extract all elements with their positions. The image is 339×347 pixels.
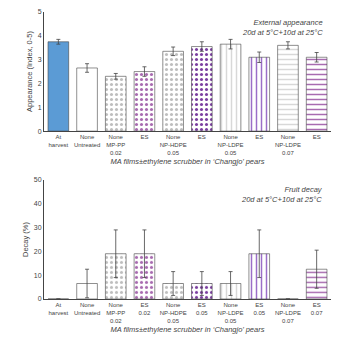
svg-text:NoneMP-PP0.02: NoneMP-PP0.02 [106,302,125,324]
svg-text:ES0.02: ES0.02 [139,302,151,316]
svg-text:Atharvest: Atharvest [49,302,69,316]
svg-text:NoneNP-LDPE0.05: NoneNP-LDPE0.05 [218,302,244,324]
svg-text:Fruit decay20d at 5°C+10d at 2: Fruit decay20d at 5°C+10d at 25°C [241,185,323,204]
svg-text:ES: ES [313,134,321,140]
svg-text:5: 5 [38,8,42,15]
svg-text:Appearance (Index, 0-5): Appearance (Index, 0-5) [25,31,34,112]
svg-text:ES: ES [198,134,206,140]
svg-text:MA films±ethylene scrubber in: MA films±ethylene scrubber in ‘Changjo’ … [111,325,265,334]
svg-text:ES: ES [255,134,263,140]
svg-text:3: 3 [38,56,42,63]
svg-text:MA films±ethylene scrubber in: MA films±ethylene scrubber in ‘Changjo’ … [111,157,265,166]
svg-text:4: 4 [38,32,42,39]
svg-text:NoneUntreated: NoneUntreated [74,134,100,148]
svg-text:30: 30 [34,224,42,231]
svg-text:1: 1 [38,104,42,111]
svg-text:Decay (%): Decay (%) [21,221,30,257]
svg-text:50: 50 [34,176,42,183]
svg-text:0: 0 [38,128,42,135]
svg-text:ES: ES [140,134,148,140]
svg-text:External appearance20d at 5°C+: External appearance20d at 5°C+10d at 25°… [242,18,323,37]
svg-text:ES0.05: ES0.05 [196,302,208,316]
svg-text:40: 40 [34,200,42,207]
svg-text:2: 2 [38,80,42,87]
svg-text:NoneNP-HDPE0.05: NoneNP-HDPE0.05 [160,302,187,324]
svg-text:NoneNP-LDPE0.05: NoneNP-LDPE0.05 [218,134,244,156]
svg-text:0: 0 [38,295,42,302]
svg-text:Atharvest: Atharvest [49,134,69,148]
svg-text:ES0.05: ES0.05 [253,302,265,316]
svg-text:NoneUntreated: NoneUntreated [74,302,100,316]
svg-text:NoneNP-LDPE0.07: NoneNP-LDPE0.07 [275,302,301,324]
svg-text:10: 10 [34,272,42,279]
svg-text:NoneMP-PP0.02: NoneMP-PP0.02 [106,134,125,156]
svg-text:ES0.07: ES0.07 [311,302,323,316]
svg-text:NoneNP-LDPE0.07: NoneNP-LDPE0.07 [275,134,301,156]
svg-text:NoneNP-HDPE0.05: NoneNP-HDPE0.05 [160,134,187,156]
svg-text:20: 20 [34,248,42,255]
